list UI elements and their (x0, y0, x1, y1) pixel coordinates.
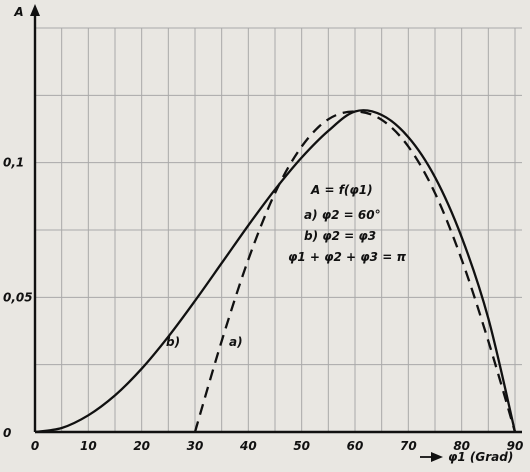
curves (34, 109, 517, 434)
x-tick-label: 50 (293, 439, 310, 453)
legend-line-a: a) φ2 = 60° (304, 208, 381, 222)
y-tick-label: 0 (3, 426, 11, 440)
grid (35, 27, 522, 432)
x-tick-label: 40 (239, 439, 257, 453)
x-tick-label: 90 (507, 439, 524, 453)
legend-title: A = f(φ1) (310, 183, 373, 197)
legend-line-b: b) φ2 = φ3 (304, 229, 376, 243)
x-tick-label: 0 (31, 439, 39, 453)
x-tick-label: 30 (187, 439, 204, 453)
x-tick-label: 70 (400, 439, 417, 453)
series-label-a: a) (229, 335, 243, 349)
x-tick-label: 80 (453, 439, 470, 453)
series-line-a (193, 110, 517, 433)
y-axis-label: A (13, 5, 23, 19)
x-axis-arrow-icon (431, 452, 443, 462)
legend-line-constraint: φ1 + φ2 + φ3 = π (288, 250, 406, 264)
x-tick-label: 20 (133, 439, 150, 453)
legend: A = f(φ1) a) φ2 = 60° b) φ2 = φ3 φ1 + φ2… (288, 183, 406, 264)
y-axis-arrow-icon (30, 4, 40, 16)
x-tick-label: 60 (347, 439, 364, 453)
x-tick-label: 10 (80, 439, 97, 453)
y-tick-labels: 0 0,05 0,1 (3, 156, 33, 440)
x-axis-label: φ1 (Grad) (448, 450, 513, 464)
x-tick-labels: 0 10 20 30 40 50 60 70 80 90 (31, 439, 524, 453)
y-tick-label: 0,05 (3, 290, 33, 304)
y-tick-label: 0,1 (3, 156, 24, 170)
series-label-b: b) (166, 335, 180, 349)
series-line-b (34, 109, 517, 434)
